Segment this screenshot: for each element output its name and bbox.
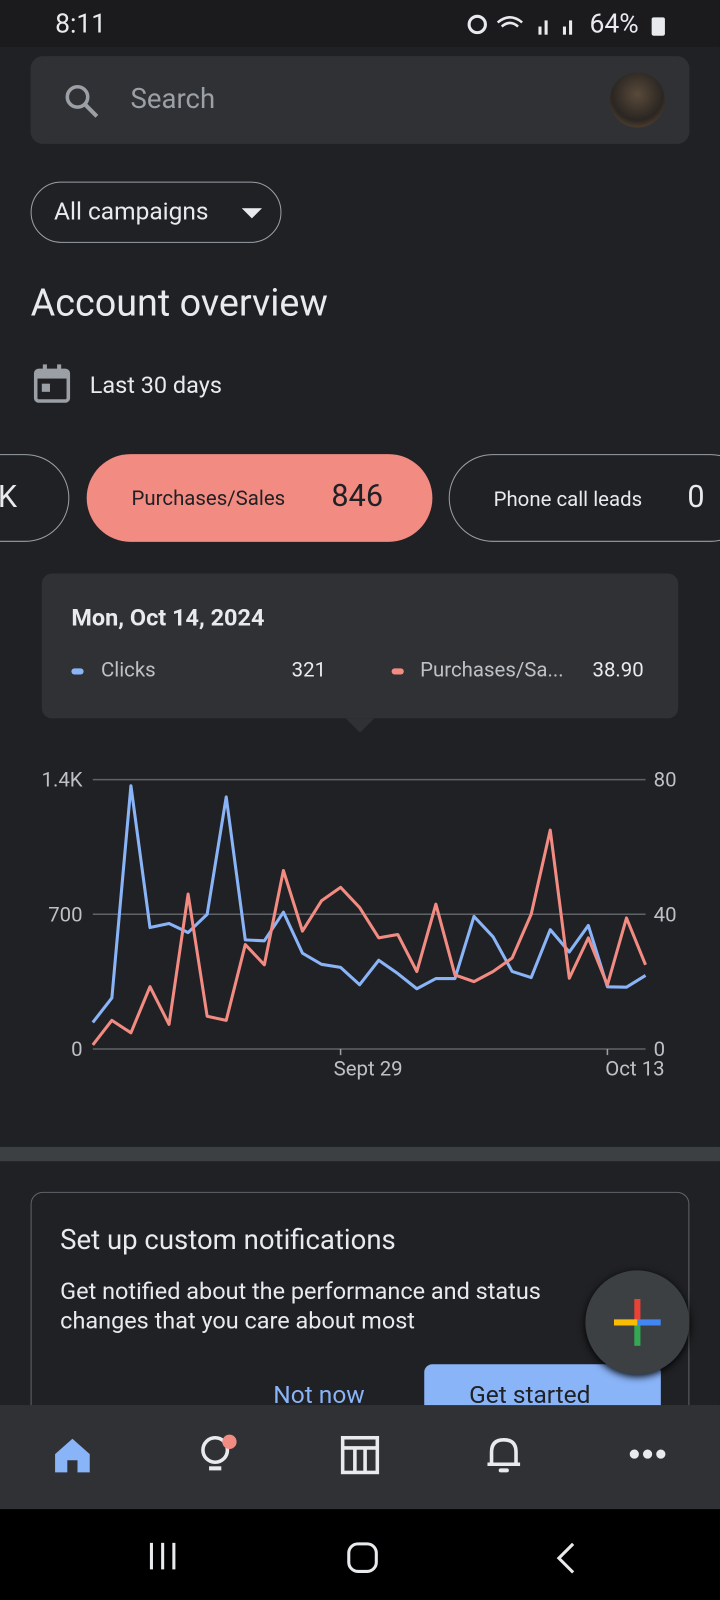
campaign-filter[interactable]: All campaigns: [30, 181, 282, 243]
clock: 8:11: [55, 9, 107, 40]
x-tick-label: Sept 29: [334, 1056, 403, 1080]
search-icon: [65, 84, 99, 118]
campaigns-icon[interactable]: [340, 1435, 380, 1475]
battery-icon: [651, 17, 665, 36]
y-tick-label: 0: [71, 1037, 82, 1061]
status-bar: 8:11 64%: [0, 0, 720, 47]
status-icons: [467, 14, 573, 35]
metric-value: 3K: [0, 480, 17, 516]
plus-icon: [613, 1298, 661, 1346]
y2-tick-label: 80: [654, 768, 677, 792]
metric-value: 0: [687, 479, 705, 516]
home-icon[interactable]: [53, 1436, 92, 1475]
notifications-icon[interactable]: [485, 1434, 522, 1477]
avatar[interactable]: [609, 72, 665, 128]
more-icon[interactable]: [628, 1448, 669, 1460]
chart-tooltip: Mon, Oct 14, 2024 Clicks 321 Purchases/S…: [41, 573, 679, 733]
page-title: Account overview: [30, 281, 328, 326]
legend-dot: [391, 668, 404, 675]
calendar-icon: [33, 364, 71, 403]
series-line: [91, 784, 647, 1024]
recents-button[interactable]: [149, 1542, 178, 1571]
filter-label: All campaigns: [54, 196, 209, 226]
tooltip-series: Clicks: [100, 657, 156, 682]
tooltip-series: Purchases/Sa...: [420, 657, 564, 682]
add-button[interactable]: [585, 1270, 690, 1375]
y-tick-label: 700: [48, 902, 82, 926]
y-tick-label: 1.4K: [42, 768, 83, 792]
tooltip-value: 38.90: [592, 657, 644, 682]
date-range[interactable]: Last 30 days: [89, 371, 222, 399]
metric-chip[interactable]: Phone call leads 0: [448, 454, 720, 542]
back-button[interactable]: [555, 1542, 577, 1575]
tooltip-date: Mon, Oct 14, 2024: [71, 604, 265, 632]
dismiss-button[interactable]: Not now: [273, 1380, 365, 1410]
series-line: [91, 828, 647, 1046]
line-chart: 0 700 1.4K 0 40 80 Sept 29 Oct 13: [42, 768, 677, 1081]
card-title: Set up custom notifications: [60, 1223, 396, 1257]
metric-value: 846: [331, 478, 384, 515]
confirm-label: Get started: [469, 1380, 591, 1410]
system-nav: [0, 1509, 720, 1600]
battery: 64%: [589, 9, 639, 40]
home-button[interactable]: [347, 1542, 380, 1575]
insights-icon[interactable]: [198, 1432, 241, 1477]
legend-dot: [71, 668, 84, 675]
bottom-nav: [0, 1405, 720, 1510]
card-body: Get notified about the performance and s…: [60, 1277, 541, 1335]
y2-tick-label: 40: [654, 902, 677, 926]
section-divider: [0, 1146, 720, 1162]
metric-chip-selected[interactable]: Purchases/Sales 846: [86, 454, 433, 542]
tooltip-value: 321: [291, 657, 327, 682]
dropdown-arrow: [241, 208, 263, 219]
metric-label: Purchases/Sales: [131, 485, 286, 511]
metric-label: Phone call leads: [493, 486, 643, 512]
tooltip-pointer: [345, 718, 375, 733]
search-placeholder: Search: [130, 82, 216, 116]
search-bar[interactable]: Search: [30, 56, 690, 144]
x-tick-label: Oct 13: [605, 1056, 664, 1080]
y2-tick-label: 0: [654, 1037, 665, 1061]
metric-chip[interactable]: 3K: [0, 454, 70, 542]
